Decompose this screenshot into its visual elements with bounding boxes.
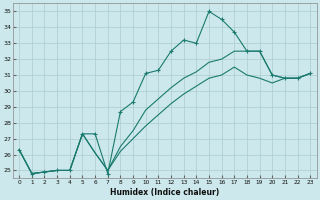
X-axis label: Humidex (Indice chaleur): Humidex (Indice chaleur) <box>110 188 219 197</box>
